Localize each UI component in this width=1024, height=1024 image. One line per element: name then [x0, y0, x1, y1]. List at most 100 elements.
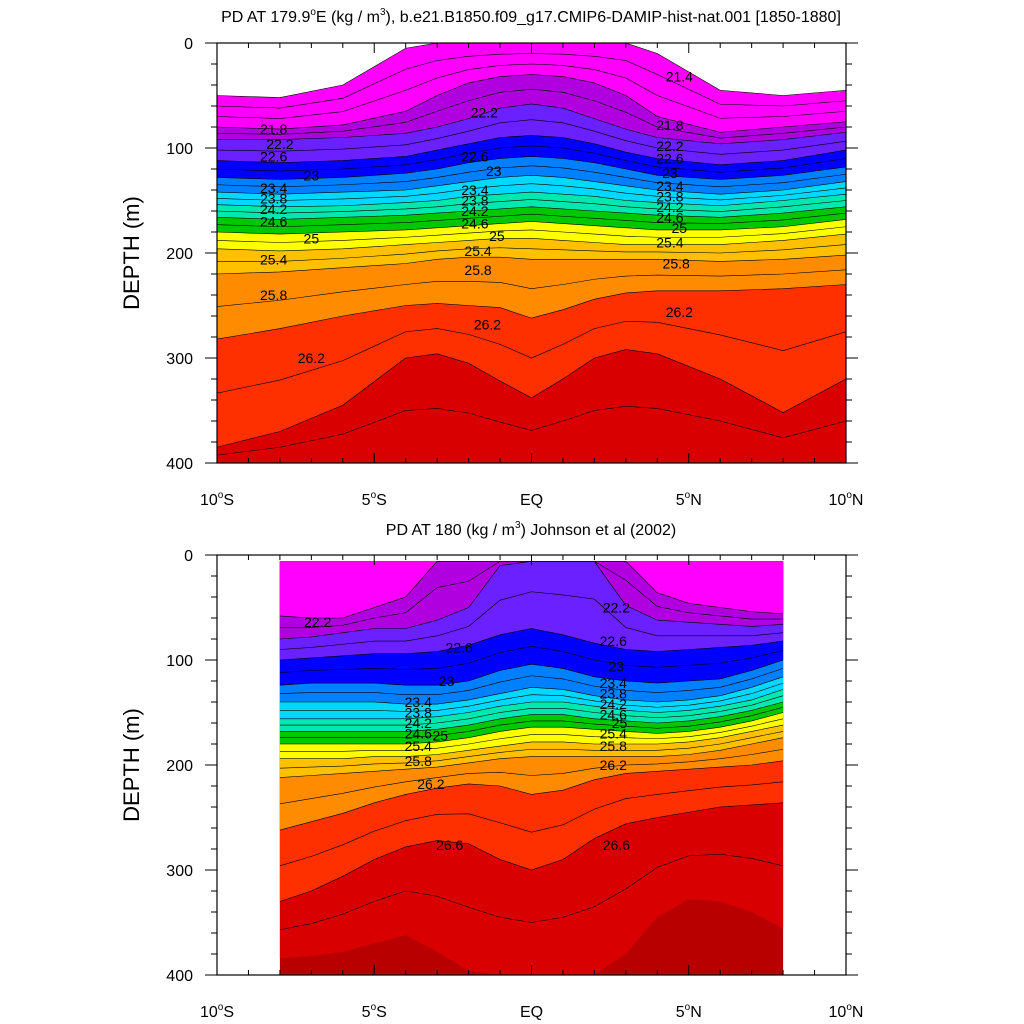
- contour-lines: [217, 43, 846, 456]
- contour-label: 25: [612, 715, 628, 731]
- y-tick-label: 300: [166, 863, 193, 880]
- isopycnal-line: [217, 165, 846, 188]
- isopycnal-line: [217, 269, 846, 307]
- contour-label: 26.2: [600, 757, 627, 773]
- isopycnal-line: [217, 206, 846, 220]
- contour-label: 25.8: [600, 738, 627, 754]
- isopycnal-line: [279, 712, 784, 745]
- contour-label: 23: [486, 163, 502, 179]
- contour-label: 24.6: [260, 214, 287, 230]
- contour-label: 22.6: [656, 151, 683, 167]
- isopycnal-line: [279, 737, 784, 778]
- contour-label: 26.2: [474, 316, 501, 332]
- contour-label: 23: [439, 673, 455, 689]
- isopycnal-line: [279, 701, 784, 732]
- isopycnal-line: [279, 760, 784, 831]
- contour-label: 21.8: [260, 121, 287, 137]
- contour-label: 23.8: [461, 193, 488, 209]
- isopycnal-line: [217, 88, 846, 139]
- x-tick-label: 5oS: [362, 490, 387, 509]
- y-tick-label: 100: [166, 653, 193, 670]
- contour-label: 24.6: [656, 209, 683, 225]
- contour-label: 25: [489, 228, 505, 244]
- y-axis: 0 100 200 300 400: [166, 548, 858, 985]
- density-band: [217, 43, 846, 98]
- isopycnal-line: [217, 320, 846, 394]
- panel-title: PD AT 179.9oE (kg / m3), b.e21.B1850.f09…: [221, 7, 841, 26]
- isopycnal-line: [217, 119, 846, 155]
- contour-label: 26.2: [666, 304, 693, 320]
- x-tick-label: 5oS: [362, 1002, 387, 1021]
- contour-label: 23.4: [260, 180, 287, 196]
- density-band: [279, 561, 784, 618]
- isopycnal-line: [279, 718, 784, 752]
- contour-label: 23: [662, 165, 678, 181]
- y-tick-label: 100: [166, 141, 193, 158]
- isopycnal-line: [217, 145, 846, 173]
- contour-label: 25.4: [600, 726, 627, 742]
- y-tick-label: 400: [166, 456, 193, 473]
- contour-label: 24.2: [600, 696, 627, 712]
- panel-title: PD AT 180 (kg / m3) Johnson et al (2002): [386, 520, 676, 539]
- contour-label: 25.8: [663, 256, 690, 272]
- contour-label: 25.4: [656, 235, 683, 251]
- isopycnal-line: [217, 191, 846, 208]
- isopycnal-line: [279, 668, 784, 695]
- contour-label: 22.2: [304, 614, 331, 630]
- contour-label: 24.2: [260, 201, 287, 217]
- contour-fill: [279, 561, 784, 975]
- isopycnal-line: [217, 135, 846, 166]
- isopycnal-line: [217, 156, 846, 180]
- isopycnal-line: [217, 284, 846, 340]
- contour-label: 24.2: [656, 199, 683, 215]
- isopycnal-line: [279, 689, 784, 720]
- isopycnal-line: [217, 63, 846, 119]
- x-axis: 10oS 5oS EQ 5oN 10oN: [200, 555, 863, 1021]
- contour-label: 22.2: [471, 104, 498, 120]
- isopycnal-line: [279, 646, 784, 673]
- isopycnal-line: [217, 74, 846, 133]
- contour-label: 23.8: [405, 705, 432, 721]
- y-tick-label: 0: [184, 36, 193, 53]
- isopycnal-line: [217, 226, 846, 243]
- y-axis-title: DEPTH (m): [119, 196, 144, 310]
- isopycnal-line: [217, 43, 846, 98]
- isopycnal-line: [217, 219, 846, 235]
- contour-label: 22.6: [600, 633, 627, 649]
- contour-label: 26.2: [298, 350, 325, 366]
- contour-label: 21.8: [656, 117, 683, 133]
- contour-label: 25: [304, 230, 320, 246]
- contour-label: 26.6: [436, 837, 463, 853]
- contour-label: 24.2: [461, 203, 488, 219]
- isopycnal-line: [279, 706, 784, 738]
- y-tick-label: 0: [184, 548, 193, 565]
- contour-label: 23.8: [260, 190, 287, 206]
- contour-label: 23.8: [600, 686, 627, 702]
- contour-label: 22.6: [446, 639, 473, 655]
- contour-label: 22.2: [603, 600, 630, 616]
- isopycnal-line: [217, 199, 846, 214]
- contour-label: 24.6: [600, 707, 627, 723]
- isopycnal-line: [279, 802, 784, 902]
- contour-label: 25.8: [464, 262, 491, 278]
- isopycnal-line: [279, 682, 784, 712]
- contour-label: 26.2: [417, 776, 444, 792]
- isopycnal-line: [217, 183, 846, 201]
- isopycnal-line: [217, 254, 846, 275]
- contour-label: 25.4: [405, 738, 432, 754]
- contour-label: 24.2: [405, 715, 432, 731]
- contour-label: 23: [609, 658, 625, 674]
- contour-label: 25.8: [260, 287, 287, 303]
- contour-label: 22.6: [461, 148, 488, 164]
- isopycnal-line: [279, 781, 784, 867]
- x-tick-label: EQ: [520, 492, 543, 509]
- isopycnal-line: [217, 405, 846, 456]
- contour-label: 22.2: [656, 138, 683, 154]
- x-tick-label: 5oN: [676, 1002, 702, 1021]
- isopycnal-line: [217, 233, 846, 252]
- contour-label: 23.4: [461, 182, 488, 198]
- isopycnal-line: [217, 212, 846, 228]
- isopycnal-line: [279, 676, 784, 705]
- panel-model: PD AT 179.9oE (kg / m3), b.e21.B1850.f09…: [119, 7, 863, 509]
- isopycnal-line: [279, 591, 784, 650]
